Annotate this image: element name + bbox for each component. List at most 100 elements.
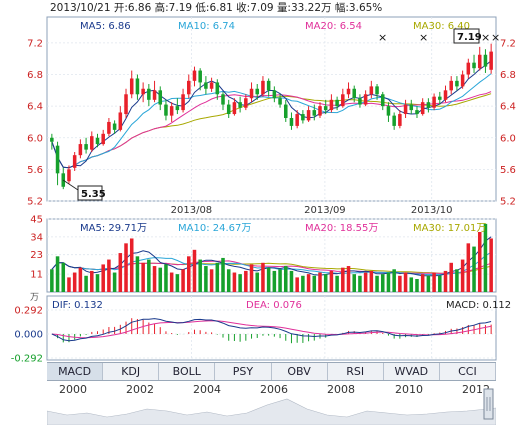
price-tick-left: 5.6 xyxy=(27,165,43,176)
date-tick: 2013/10 xyxy=(411,205,453,216)
timeline-year-2004: 2004 xyxy=(193,383,221,396)
timeline-navigator[interactable]: 2000 2002 2004 2006 2008 2010 2012 xyxy=(47,381,496,425)
volume-bar xyxy=(392,269,396,292)
candle-body xyxy=(443,90,448,100)
header-high: 高:7.19 xyxy=(154,2,193,14)
price-tick-right: 7.2 xyxy=(500,38,516,49)
volume-bar xyxy=(386,272,391,292)
candle-body xyxy=(318,106,322,116)
candle-body xyxy=(489,51,493,70)
tab-wvad[interactable]: WVAD xyxy=(384,363,440,380)
price-tick-left: 6.0 xyxy=(27,133,43,144)
tab-boll[interactable]: BOLL xyxy=(159,363,216,380)
volume-bar xyxy=(95,274,100,292)
header-amplitude: 幅:3.65% xyxy=(334,2,383,14)
volume-bar xyxy=(175,274,180,292)
candle-body xyxy=(192,70,197,81)
tab-cci[interactable]: CCI xyxy=(440,363,496,380)
tab-psy[interactable]: PSY xyxy=(215,363,272,380)
candle-body xyxy=(306,110,311,121)
volume-bar xyxy=(50,269,54,292)
timeline-year-2012: 2012 xyxy=(462,383,490,396)
candle-body xyxy=(209,82,214,89)
volume-bar xyxy=(483,223,488,292)
macd-bars xyxy=(57,318,492,344)
candle-body xyxy=(449,80,453,91)
tab-macd[interactable]: MACD xyxy=(47,363,104,380)
candle-body xyxy=(375,86,379,95)
volume-bar xyxy=(272,270,277,292)
volume-bar xyxy=(438,275,442,292)
volume-bar xyxy=(472,246,476,292)
candle-body xyxy=(312,110,317,116)
price-tick-right: 6.8 xyxy=(500,70,516,81)
candle-body xyxy=(415,110,419,115)
candle-body xyxy=(84,144,88,150)
volume-bar xyxy=(306,274,311,292)
volume-bar xyxy=(346,266,351,292)
volume-bar xyxy=(460,259,465,292)
vol-ma20-label: MA20: 18.55万 xyxy=(305,223,378,234)
candle-body xyxy=(158,90,163,105)
price-ticks-left: 7.2 6.8 6.4 6.0 5.6 5.2 xyxy=(27,38,43,207)
candle-body xyxy=(420,102,425,115)
price-tick-right: 6.0 xyxy=(500,133,516,144)
volume-bar xyxy=(266,267,271,292)
timeline-year-2006: 2006 xyxy=(260,383,288,396)
macd-tick: -0.292 xyxy=(11,354,43,365)
candle-body xyxy=(346,88,351,95)
macd-dif-label: DIF: 0.132 xyxy=(52,300,103,311)
price-ma10-label: MA10: 6.74 xyxy=(178,21,235,32)
timeline-year-2008: 2008 xyxy=(327,383,355,396)
volume-ma-lines xyxy=(51,236,492,277)
candle-body xyxy=(335,99,339,107)
candle-body xyxy=(358,98,362,105)
candle-body xyxy=(426,102,431,108)
vol-ma10-label: MA10: 24.67万 xyxy=(178,223,251,234)
volume-bar xyxy=(449,262,453,292)
volume-bar xyxy=(398,275,402,292)
macd-tick: 0.000 xyxy=(14,330,43,341)
volume-bar xyxy=(341,267,345,292)
candle-body xyxy=(352,88,356,99)
price-tick-right: 6.4 xyxy=(500,102,516,113)
price-tick-left: 5.2 xyxy=(27,197,43,208)
volume-bar xyxy=(152,266,157,292)
event-mark-4: × xyxy=(491,31,500,44)
candle-body xyxy=(238,102,242,108)
macd-dif-line xyxy=(51,318,492,342)
volume-bar xyxy=(147,259,151,292)
volume-bar xyxy=(352,274,356,292)
volume-bar xyxy=(164,264,168,292)
candle-body xyxy=(278,98,282,105)
macd-tick: 0.292 xyxy=(14,306,43,317)
volume-bar xyxy=(118,253,123,292)
event-mark-1: × xyxy=(378,31,387,44)
candle-body xyxy=(112,123,117,130)
candle-body xyxy=(261,80,265,95)
price-ma5-line xyxy=(51,60,492,169)
low-callout-box xyxy=(77,185,103,201)
volume-bar xyxy=(158,267,163,292)
candle-body xyxy=(72,155,77,168)
candle-body xyxy=(455,80,459,87)
header-close: 收:7.09 xyxy=(236,2,274,14)
price-tick-right: 5.2 xyxy=(500,197,516,208)
volume-tick: 23 xyxy=(30,250,43,261)
volume-bar xyxy=(61,262,66,292)
tab-kdj[interactable]: KDJ xyxy=(103,363,160,380)
candle-body xyxy=(466,62,471,75)
volume-bar xyxy=(141,262,145,292)
candle-body xyxy=(403,104,408,115)
volume-bar xyxy=(409,277,414,292)
macd-dea-line xyxy=(51,320,492,339)
low-callout-line xyxy=(62,179,79,191)
candle-body xyxy=(181,94,185,111)
candle-body xyxy=(107,121,111,134)
candle-body xyxy=(363,94,368,105)
tab-obv[interactable]: OBV xyxy=(272,363,328,380)
candle-body xyxy=(226,104,231,115)
volume-bar xyxy=(232,272,237,292)
tab-rsi[interactable]: RSI xyxy=(328,363,384,380)
timeline-handle[interactable] xyxy=(483,388,494,420)
